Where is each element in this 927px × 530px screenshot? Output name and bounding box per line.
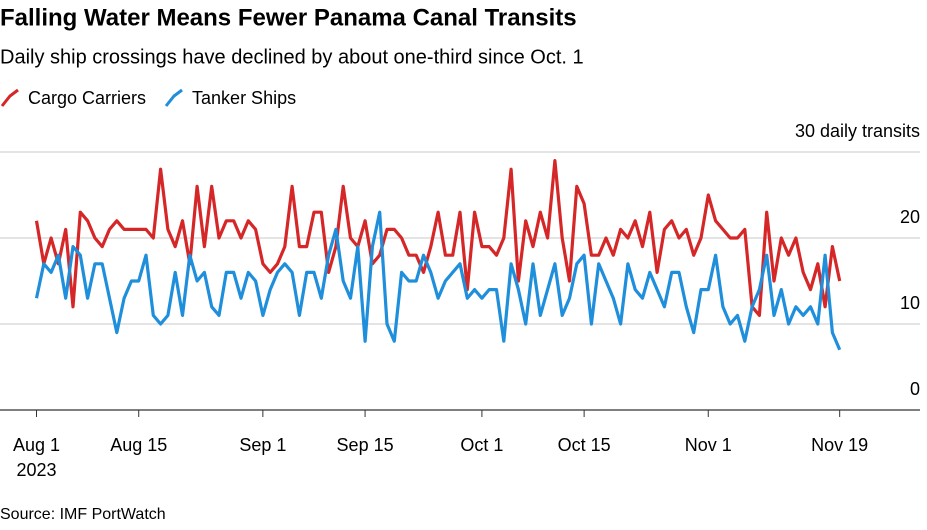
legend-swatch [164, 88, 183, 107]
legend-swatch [0, 88, 19, 107]
legend-label: Cargo Carriers [28, 88, 146, 108]
legend-label: Tanker Ships [192, 88, 296, 108]
x-tick-label: Nov 1 [685, 435, 732, 455]
x-tick-label: Nov 19 [811, 435, 868, 455]
x-tick-label: Oct 15 [558, 435, 611, 455]
chart-title: Falling Water Means Fewer Panama Canal T… [0, 4, 577, 31]
x-tick-label: Aug 1 [13, 435, 60, 455]
x-tick-label: Aug 15 [110, 435, 167, 455]
y-tick-label: 0 [910, 379, 920, 399]
x-tick-label: Oct 1 [460, 435, 503, 455]
x-tick-label: Sep 1 [239, 435, 286, 455]
y-tick-label: 10 [900, 293, 920, 313]
source-note: Source: IMF PortWatch [0, 506, 166, 523]
chart-subtitle: Daily ship crossings have declined by ab… [0, 46, 584, 68]
y-tick-label: 20 [900, 207, 920, 227]
series-line [34, 159, 842, 317]
x-year-label: 2023 [16, 460, 56, 480]
x-tick-label: Sep 15 [337, 435, 394, 455]
y-tick-label: 30 daily transits [795, 121, 920, 141]
series-line [34, 210, 842, 351]
